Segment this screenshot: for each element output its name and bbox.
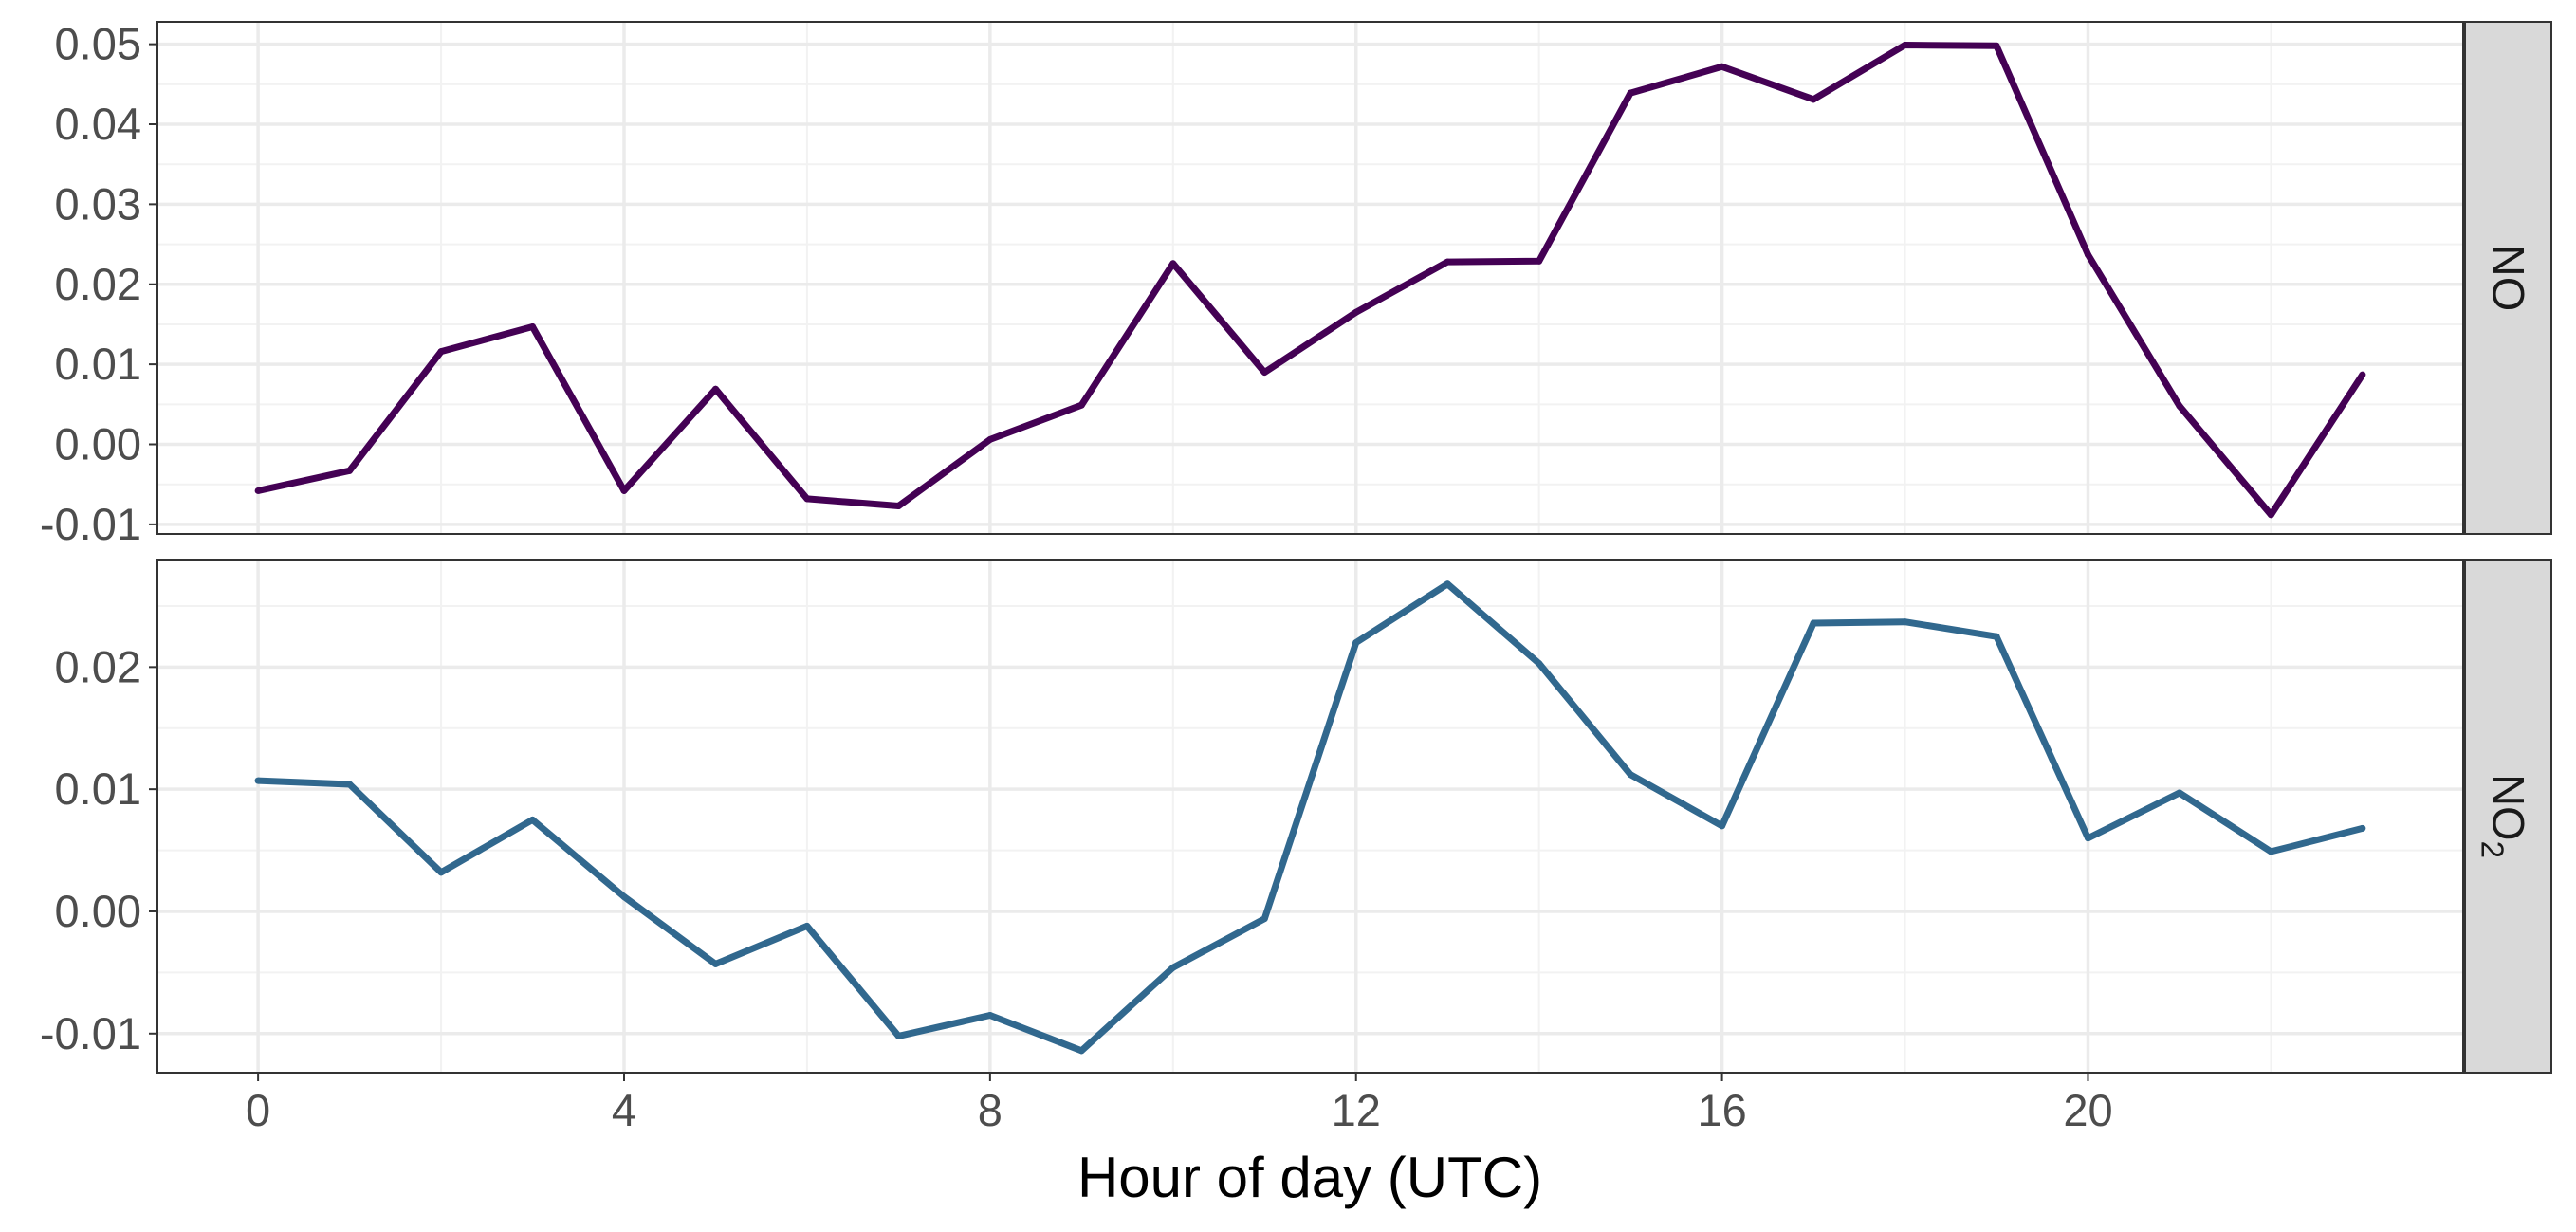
- data-point: [986, 435, 994, 443]
- x-tick-label: 4: [612, 1085, 636, 1135]
- panel-background: [157, 22, 2463, 534]
- facet-panels: -0.01 0.00 0.01 0.02 0.03 0.04 0.05 NO -0.01 0.00…: [40, 19, 2552, 1074]
- data-point: [2359, 371, 2366, 378]
- x-axis: 0 4 8 12 16 20: [246, 1073, 2113, 1135]
- y-tick-label: 0.00: [55, 419, 141, 469]
- y-tick-label: 0.02: [55, 259, 141, 309]
- data-point: [1260, 369, 1268, 377]
- data-point: [437, 348, 445, 356]
- facet-strip-label: NO: [2484, 245, 2534, 312]
- data-point: [1444, 258, 1451, 266]
- data-point: [529, 816, 537, 823]
- data-point: [803, 495, 811, 503]
- panel-background: [157, 560, 2463, 1073]
- data-point: [1627, 771, 1634, 779]
- series-line-NO2: [257, 580, 2364, 1055]
- facet-strip: [2464, 21, 2552, 535]
- data-point: [2176, 789, 2183, 797]
- y-tick-label: 0.01: [55, 763, 141, 814]
- data-point: [1352, 639, 1360, 647]
- data-point: [803, 922, 811, 929]
- x-axis-title: Hour of day (UTC): [1077, 1146, 1542, 1209]
- data-point: [529, 322, 537, 330]
- y-tick-label: -0.01: [40, 1008, 141, 1058]
- facet-strip: [2464, 559, 2552, 1074]
- panel-border: [156, 559, 2464, 1074]
- data-point: [1627, 89, 1634, 97]
- y-tick-label: 0.04: [55, 99, 141, 149]
- data-point: [1719, 822, 1726, 830]
- data-point: [2176, 402, 2183, 410]
- facet-strip-label-main: NO: [2484, 245, 2534, 312]
- y-tick-label: 0.00: [55, 886, 141, 936]
- data-point: [894, 1032, 902, 1039]
- data-point: [254, 777, 262, 784]
- data-point: [1536, 257, 1543, 265]
- data-point: [346, 781, 354, 788]
- data-point: [1810, 619, 1817, 627]
- panel-border: [156, 21, 2464, 535]
- data-point: [2084, 835, 2091, 842]
- data-point: [711, 960, 719, 967]
- x-tick-label: 12: [1332, 1085, 1381, 1135]
- data-point: [1719, 63, 1726, 70]
- data-point: [1169, 260, 1177, 267]
- x-tick-label: 8: [978, 1085, 1003, 1135]
- data-point: [1536, 659, 1543, 667]
- y-tick-label: -0.01: [40, 499, 141, 549]
- data-point: [711, 385, 719, 393]
- facet-strip-label-subscript: 2: [2475, 841, 2511, 858]
- y-tick-label: 0.02: [55, 641, 141, 691]
- x-tick-label: 0: [246, 1085, 270, 1135]
- data-point: [1352, 308, 1360, 316]
- data-point: [894, 502, 902, 509]
- data-point: [346, 467, 354, 474]
- data-point: [2084, 251, 2091, 259]
- data-point: [1993, 633, 2000, 640]
- x-tick-label: 20: [2063, 1085, 2112, 1135]
- series-line-NO: [257, 42, 2365, 519]
- data-point: [254, 487, 262, 494]
- facet-strip-label-main: NO: [2484, 774, 2534, 841]
- data-point: [986, 1011, 994, 1019]
- data-point: [1810, 96, 1817, 103]
- facet-panel-2: -0.01 0.00 0.01 0.02 NO2: [40, 559, 2552, 1074]
- data-point: [1902, 41, 1909, 48]
- y-tick-label: 0.05: [55, 19, 141, 69]
- data-point: [2359, 824, 2366, 832]
- facet-strip-label: NO2: [2475, 774, 2534, 858]
- data-point: [1169, 964, 1177, 971]
- data-point: [1444, 580, 1451, 588]
- data-point: [1993, 42, 2000, 49]
- data-point: [620, 893, 628, 901]
- data-point: [1077, 401, 1085, 409]
- data-point: [1902, 618, 1909, 626]
- x-tick-label: 16: [1697, 1085, 1746, 1135]
- data-point: [2267, 848, 2274, 855]
- data-point: [437, 869, 445, 876]
- y-tick-label: 0.01: [55, 339, 141, 389]
- data-point: [2267, 511, 2274, 519]
- data-point: [620, 487, 628, 494]
- y-tick-label: 0.03: [55, 178, 141, 229]
- data-point: [1260, 915, 1268, 923]
- facet-panel-1: -0.01 0.00 0.01 0.02 0.03 0.04 0.05 NO: [40, 19, 2552, 549]
- data-point: [1077, 1047, 1085, 1055]
